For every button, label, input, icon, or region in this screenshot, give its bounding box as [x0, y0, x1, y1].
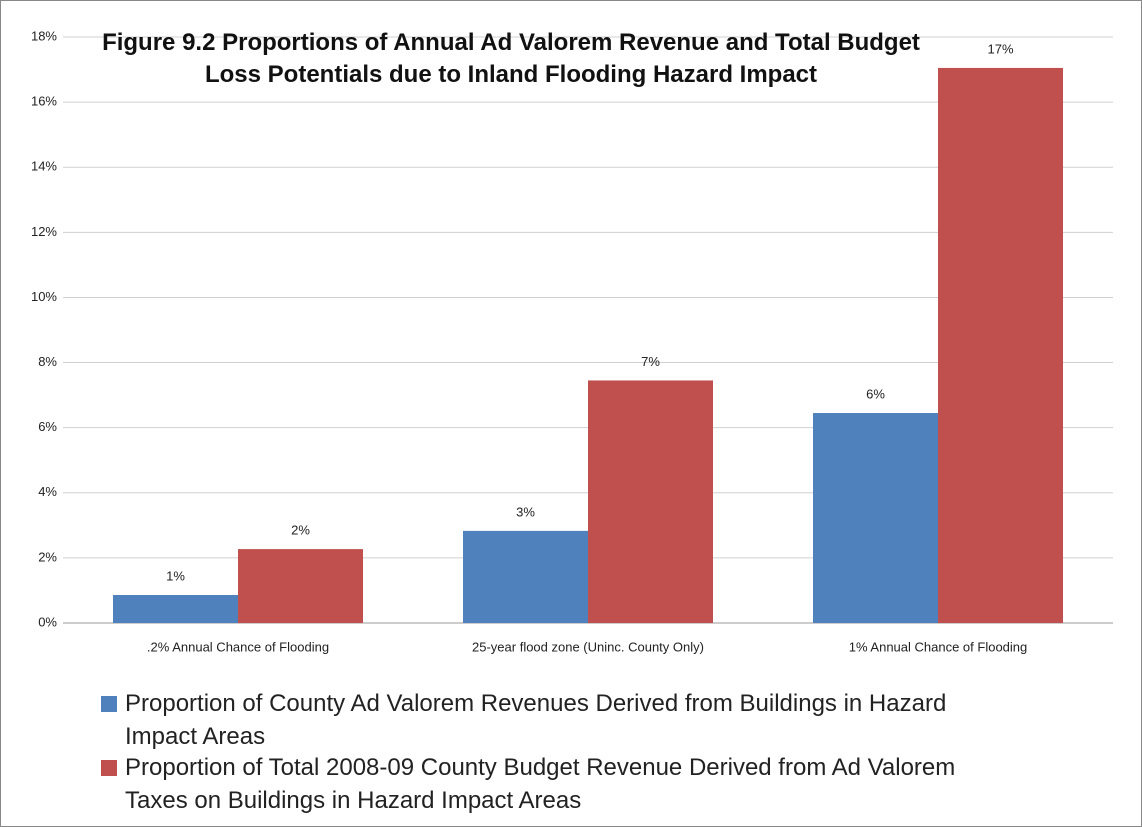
legend-label: Proportion of Total 2008-09 County Budge… — [125, 754, 956, 814]
x-tick-label: 1% Annual Chance of Flooding — [849, 639, 1028, 654]
x-tick-label: 25-year flood zone (Uninc. County Only) — [472, 639, 704, 654]
bar — [238, 549, 363, 623]
legend-swatch — [101, 696, 117, 712]
y-tick-label: 14% — [31, 159, 57, 174]
legend-entry: Proportion of County Ad Valorem Revenues… — [101, 687, 985, 753]
data-label: 3% — [516, 504, 535, 519]
y-tick-label: 8% — [38, 354, 57, 369]
legend-label: Proportion of County Ad Valorem Revenues… — [125, 690, 947, 750]
data-label: 1% — [166, 568, 185, 583]
bar — [463, 530, 588, 623]
legend-entry: Proportion of Total 2008-09 County Budge… — [101, 751, 985, 817]
y-tick-label: 18% — [31, 28, 57, 43]
bar — [113, 595, 238, 623]
chart-title: Figure 9.2 Proportions of Annual Ad Valo… — [102, 29, 920, 88]
bar — [938, 67, 1063, 623]
x-tick-label: .2% Annual Chance of Flooding — [147, 639, 329, 654]
data-label: 17% — [987, 41, 1013, 56]
y-tick-label: 16% — [31, 94, 57, 109]
y-tick-label: 10% — [31, 289, 57, 304]
bar — [813, 413, 938, 623]
y-tick-label: 12% — [31, 224, 57, 239]
data-label: 6% — [866, 386, 885, 401]
y-tick-label: 2% — [38, 549, 57, 564]
y-tick-label: 6% — [38, 419, 57, 434]
legend-swatch — [101, 760, 117, 776]
data-label: 7% — [641, 354, 660, 369]
data-label: 2% — [291, 523, 310, 538]
bar — [588, 380, 713, 623]
y-tick-label: 4% — [38, 484, 57, 499]
y-tick-label: 0% — [38, 614, 57, 629]
